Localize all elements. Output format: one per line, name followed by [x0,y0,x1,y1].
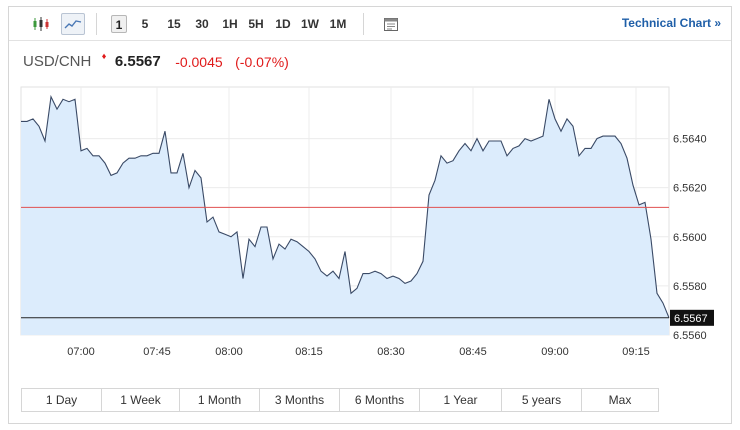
price-change: -0.0045 [175,53,223,70]
symbol-label: USD/CNH [23,53,92,71]
quote-header: USD/CNH ♦ 6.5567 -0.0045 (-0.07%) [23,50,289,73]
toolbar-separator [96,13,97,35]
range-1-year-button[interactable]: 1 Year [420,389,502,411]
range-1-month-button[interactable]: 1 Month [180,389,260,411]
x-tick-label: 07:45 [143,346,171,358]
y-tick-label: 6.5560 [673,330,707,342]
period-1d-button[interactable]: 1D [275,17,291,31]
period-1mo-button[interactable]: 1M [329,17,347,31]
x-tick-label: 07:00 [67,346,95,358]
x-tick-label: 08:30 [377,346,405,358]
period-5h-button[interactable]: 5H [248,17,264,31]
period-1h-button[interactable]: 1H [222,17,238,31]
toolbar-separator [363,13,364,35]
range-max-button[interactable]: Max [608,393,632,407]
technical-chart-link[interactable]: Technical Chart » [621,16,721,30]
range-selector: 1 Day 1 Week 1 Month 3 Months 6 Months 1… [21,388,659,412]
price-chart[interactable]: 6.5640 6.5620 6.5600 6.5580 6.5560 6.5567 07:0… [9,7,731,377]
range-6-months-button[interactable]: 6 Months [340,389,420,411]
period-1m-button[interactable]: 1 [111,15,127,33]
range-1-week-button[interactable]: 1 Week [102,389,180,411]
period-30m-button[interactable]: 30 [195,17,209,31]
series-line-usdcnh [21,94,670,319]
x-tick-label: 08:45 [459,346,487,358]
line-chart-icon[interactable] [61,13,85,35]
y-tick-label: 6.5640 [673,134,707,146]
price-change-percent: (-0.07%) [235,53,289,70]
x-tick-label: 09:15 [622,346,650,358]
down-arrow-icon: ♦ [101,50,107,61]
range-3-months-button[interactable]: 3 Months [260,389,340,411]
period-5m-button[interactable]: 5 [141,17,149,31]
last-price: 6.5567 [114,53,161,71]
chart-toolbar: 1 5 15 30 1H 5H 1D 1W 1M Technical Chart… [9,7,731,41]
candlestick-chart-icon[interactable] [29,13,53,35]
y-tick-label: 6.5580 [673,281,707,293]
last-price-badge-label: 6.5567 [674,313,708,325]
y-tick-label: 6.5600 [673,232,707,244]
period-1w-button[interactable]: 1W [301,17,319,31]
x-tick-label: 08:15 [295,346,323,358]
x-tick-label: 08:00 [215,346,243,358]
chart-widget: 1 5 15 30 1H 5H 1D 1W 1M Technical Chart… [8,6,732,424]
calendar-icon[interactable] [379,13,403,35]
range-5-years-button[interactable]: 5 years [502,389,582,411]
y-tick-label: 6.5620 [673,183,707,195]
last-price-badge [670,309,714,326]
x-tick-label: 09:00 [541,346,569,358]
range-1-day-button[interactable]: 1 Day [22,389,102,411]
period-15m-button[interactable]: 15 [167,17,181,31]
